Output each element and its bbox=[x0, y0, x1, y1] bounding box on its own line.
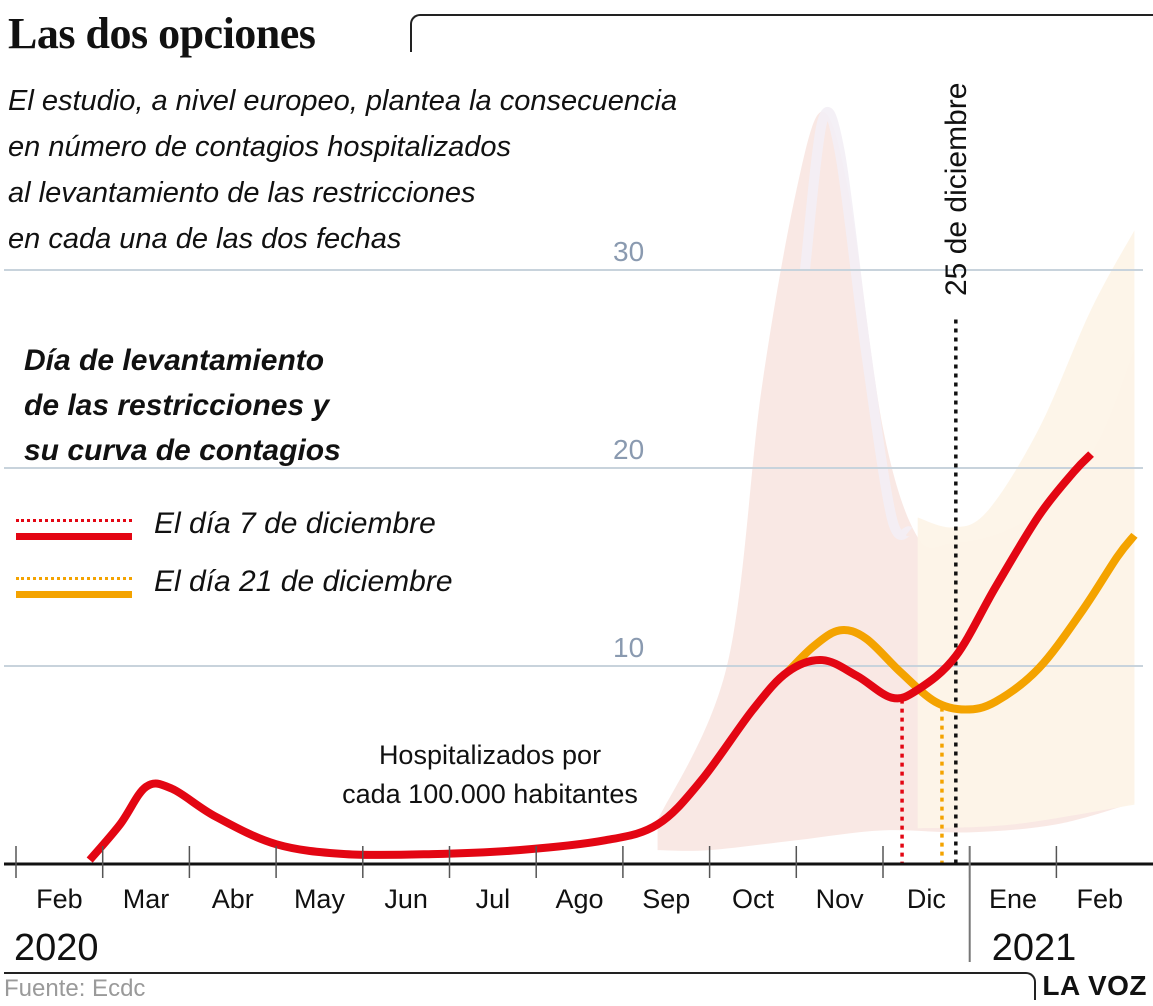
x-axis: Feb Mar Abr May Jun Jul Ago Sep Oct Nov Dic Ene Feb 2… bbox=[4, 846, 1153, 969]
annotation-line: cada 100.000 habitantes bbox=[342, 779, 638, 809]
date-markers: 25 de diciembre bbox=[900, 83, 973, 864]
x-tick-label: Dic bbox=[907, 884, 946, 914]
legend-title-line: Día de levantamiento bbox=[24, 344, 325, 377]
year-label: 2021 bbox=[992, 927, 1077, 969]
legend-title-line: su curva de contagios bbox=[24, 434, 341, 467]
source-note: Fuente: Ecdc bbox=[4, 975, 146, 1002]
gridlines: 10 20 30 bbox=[4, 236, 1143, 667]
annotation-line: Hospitalizados por bbox=[378, 740, 602, 770]
series-line-red bbox=[86, 451, 1094, 863]
year-label: 2020 bbox=[14, 927, 99, 969]
legend-dotted-line bbox=[16, 519, 132, 522]
legend-swatch-red bbox=[16, 515, 132, 545]
x-tick-label: Feb bbox=[36, 884, 83, 914]
x-tick-label: Sep bbox=[642, 884, 690, 914]
unit-annotation: Hospitalizados por cada 100.000 habitant… bbox=[290, 736, 690, 814]
marker-label-25-dic: 25 de diciembre bbox=[940, 83, 973, 296]
series-line-orange bbox=[784, 532, 1138, 714]
legend-dotted-line bbox=[16, 577, 132, 580]
x-tick-label: Ene bbox=[989, 884, 1037, 914]
legend-solid-line bbox=[16, 533, 132, 540]
band-ridge bbox=[800, 106, 915, 540]
legend-solid-line bbox=[16, 591, 132, 598]
y-tick-label: 30 bbox=[613, 236, 644, 267]
x-tick-label: Oct bbox=[732, 884, 775, 914]
subtitle: El estudio, a nivel europeo, plantea la … bbox=[8, 78, 677, 262]
brand-logo: LA VOZ bbox=[1042, 970, 1147, 1001]
x-tick-label: Ago bbox=[556, 884, 604, 914]
x-tick-label: Abr bbox=[212, 884, 254, 914]
legend-swatch-orange bbox=[16, 573, 132, 603]
legend-label: El día 21 de diciembre bbox=[154, 565, 453, 598]
subtitle-line: al levantamiento de las restricciones bbox=[8, 177, 476, 209]
x-tick-label: Mar bbox=[123, 884, 170, 914]
legend-label: El día 7 de diciembre bbox=[154, 507, 436, 540]
legend-title-line: de las restricciones y bbox=[24, 389, 330, 422]
series-lines bbox=[86, 451, 1138, 863]
x-tick-label: Feb bbox=[1076, 884, 1123, 914]
x-tick-label: Jun bbox=[384, 884, 428, 914]
legend-title: Día de levantamiento de las restriccione… bbox=[24, 338, 341, 473]
x-tick-label: Jul bbox=[476, 884, 511, 914]
subtitle-line: en cada una de las dos fechas bbox=[8, 223, 402, 255]
y-tick-label: 20 bbox=[613, 434, 644, 465]
subtitle-line: El estudio, a nivel europeo, plantea la … bbox=[8, 85, 678, 117]
x-tick-label: Nov bbox=[816, 884, 865, 914]
title-rule bbox=[410, 14, 1153, 52]
subtitle-line: en número de contagios hospitalizados bbox=[8, 131, 511, 163]
x-tick-label: May bbox=[294, 884, 346, 914]
y-tick-label: 10 bbox=[613, 632, 644, 663]
footer-rule bbox=[4, 972, 1036, 1000]
page-title: Las dos opciones bbox=[8, 9, 316, 58]
